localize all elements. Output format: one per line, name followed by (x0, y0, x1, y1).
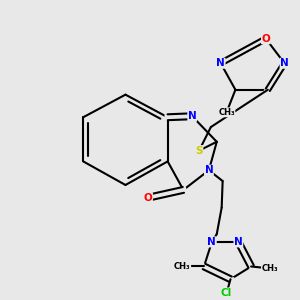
Text: N: N (234, 237, 243, 247)
Text: CH₃: CH₃ (174, 262, 191, 271)
Text: S: S (195, 146, 203, 156)
Text: Cl: Cl (221, 288, 232, 298)
Text: N: N (205, 165, 213, 175)
Text: N: N (208, 237, 216, 247)
Text: N: N (216, 58, 225, 68)
Text: N: N (188, 111, 197, 121)
Text: O: O (144, 193, 152, 203)
Text: CH₃: CH₃ (262, 264, 278, 273)
Text: O: O (262, 34, 270, 44)
Text: N: N (280, 58, 289, 68)
Text: CH₃: CH₃ (218, 108, 235, 117)
